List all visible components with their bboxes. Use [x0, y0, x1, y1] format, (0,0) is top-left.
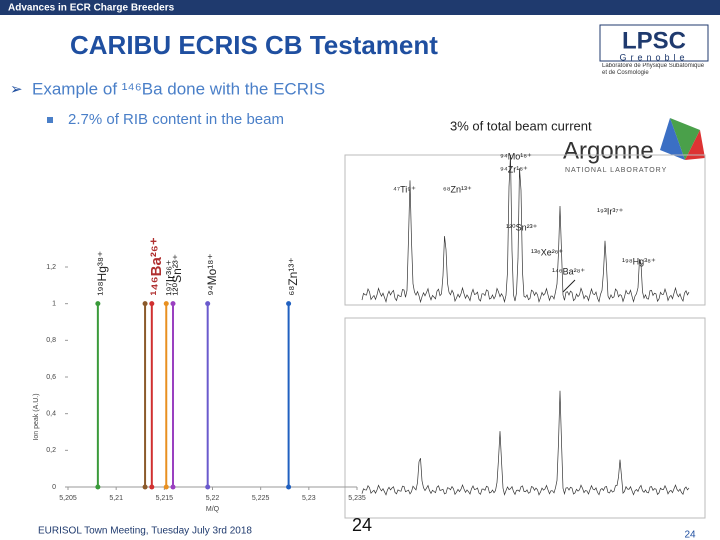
- stem-label: ¹⁴⁶Ba²⁶⁺: [148, 237, 165, 295]
- spectrum-label: ¹⁹³Ir³⁷⁺: [597, 206, 624, 216]
- stem-base: [170, 484, 176, 490]
- stem-label: ¹²⁰Sn²³⁺: [170, 254, 184, 296]
- stem-base: [142, 484, 148, 490]
- stem-label: ⁶⁸Zn¹³⁺: [286, 257, 300, 295]
- stem-head: [170, 301, 176, 307]
- footer-page: 24: [352, 515, 372, 535]
- stem-head: [95, 301, 101, 307]
- y-tick-label: 0,8: [46, 337, 56, 344]
- x-tick-label: 5,215: [156, 495, 174, 502]
- x-tick-label: 5,235: [348, 495, 366, 502]
- stem-base: [163, 484, 169, 490]
- y-tick-label: 0,4: [46, 411, 56, 418]
- x-tick-label: 5,22: [206, 495, 220, 502]
- spectra: ⁹⁴Mo¹⁸⁺ ⁹⁴Zr¹⁸⁺ ⁴⁷Ti⁹⁺ ⁶⁸Zn¹³⁺ ¹⁹³Ir³⁷⁺ ¹²⁰Sn…: [344, 151, 706, 519]
- stem-label: ¹⁹⁸Hg³⁸⁺: [95, 251, 109, 296]
- spectrum-trace: [361, 155, 690, 304]
- lpsc-city: Grenoble: [619, 52, 688, 62]
- y-tick-label: 1: [52, 301, 56, 308]
- x-tick-label: 5,23: [302, 495, 316, 502]
- x-tick-label: 5,205: [59, 495, 77, 502]
- spectrum-label: ⁶⁸Zn¹³⁺: [443, 184, 472, 194]
- bullet-main: Example of ¹⁴⁶Ba done with the ECRIS: [32, 79, 325, 98]
- spectrum-label: ¹⁴⁶Ba²⁸⁺: [552, 266, 585, 276]
- y-tick-label: 1,2: [46, 264, 56, 271]
- argonne-logo: Argonne NATIONAL LABORATORY: [563, 118, 705, 174]
- stem-label: ⁹⁴Mo¹⁸⁺: [205, 253, 219, 295]
- x-axis-label: M/Q: [206, 506, 220, 513]
- spectrum-label: ⁹⁴Zr¹⁸⁺: [500, 164, 528, 174]
- spectrum-frame: [344, 154, 706, 306]
- spectrum-label: ⁹⁴Mo¹⁸⁺: [500, 151, 532, 161]
- bullet-sub: 2.7% of RIB content in the beam: [68, 111, 284, 128]
- lpsc-logo: LPSC Grenoble Laboratoire de Physique Su…: [599, 24, 709, 76]
- lpsc-text: LPSC: [622, 27, 686, 54]
- stem-base: [149, 484, 155, 490]
- slide-title: CARIBU ECRIS CB Testament: [70, 30, 438, 60]
- stem-base: [205, 484, 211, 490]
- logo-tri: [670, 118, 700, 160]
- arrow: ➢: [10, 81, 23, 98]
- stem-head: [149, 301, 155, 307]
- argonne-sub: NATIONAL LABORATORY: [565, 167, 667, 174]
- y-tick-label: 0,2: [46, 447, 56, 454]
- stem-head: [163, 301, 169, 307]
- y-tick-label: 0: [52, 484, 56, 491]
- lpsc-lab-box: Laboratoire de Physique Subatomique et d…: [602, 63, 705, 76]
- annotation-arrow: [562, 279, 576, 293]
- stem-label: ¹⁹⁷Ir³⁶⁺: [163, 260, 177, 296]
- stem-base: [286, 484, 292, 490]
- x-tick-label: 5,225: [252, 495, 270, 502]
- footer-corner: 24: [684, 530, 696, 540]
- stem-base: [95, 484, 101, 490]
- spectrum-label: ¹⁹⁸Hg³⁸⁺: [622, 256, 656, 266]
- argonne-text: Argonne: [563, 137, 654, 164]
- stem-head: [286, 301, 292, 307]
- x-tick-label: 5,21: [109, 495, 123, 502]
- spectrum-label: ⁴⁷Ti⁹⁺: [393, 184, 416, 194]
- stem-head: [142, 301, 148, 307]
- lpsc-lab: Laboratoire de Physique Subatomique et d…: [602, 63, 705, 76]
- spectrum-frame: [344, 317, 706, 519]
- logo-tri: [660, 118, 685, 160]
- footer-event: EURISOL Town Meeting, Tuesday July 3rd 2…: [38, 526, 252, 537]
- logo-tri: [685, 130, 705, 160]
- beam-note: 3% of total beam current: [450, 118, 592, 133]
- stem-head: [205, 301, 211, 307]
- header-bar: [0, 0, 720, 15]
- spectrum-label: ¹³⁶Xe²⁶⁺: [531, 247, 563, 257]
- spectrum-label: ¹²⁰Sn²³⁺: [506, 222, 538, 232]
- spectrum-trace: [361, 390, 690, 496]
- y-tick-label: 0,6: [46, 374, 56, 381]
- bullet-square: [47, 117, 53, 123]
- y-axis-label: Ion peak (A.U.): [33, 393, 40, 440]
- section-title: Advances in ECR Charge Breeders: [8, 3, 175, 14]
- logo-frame: [599, 24, 709, 62]
